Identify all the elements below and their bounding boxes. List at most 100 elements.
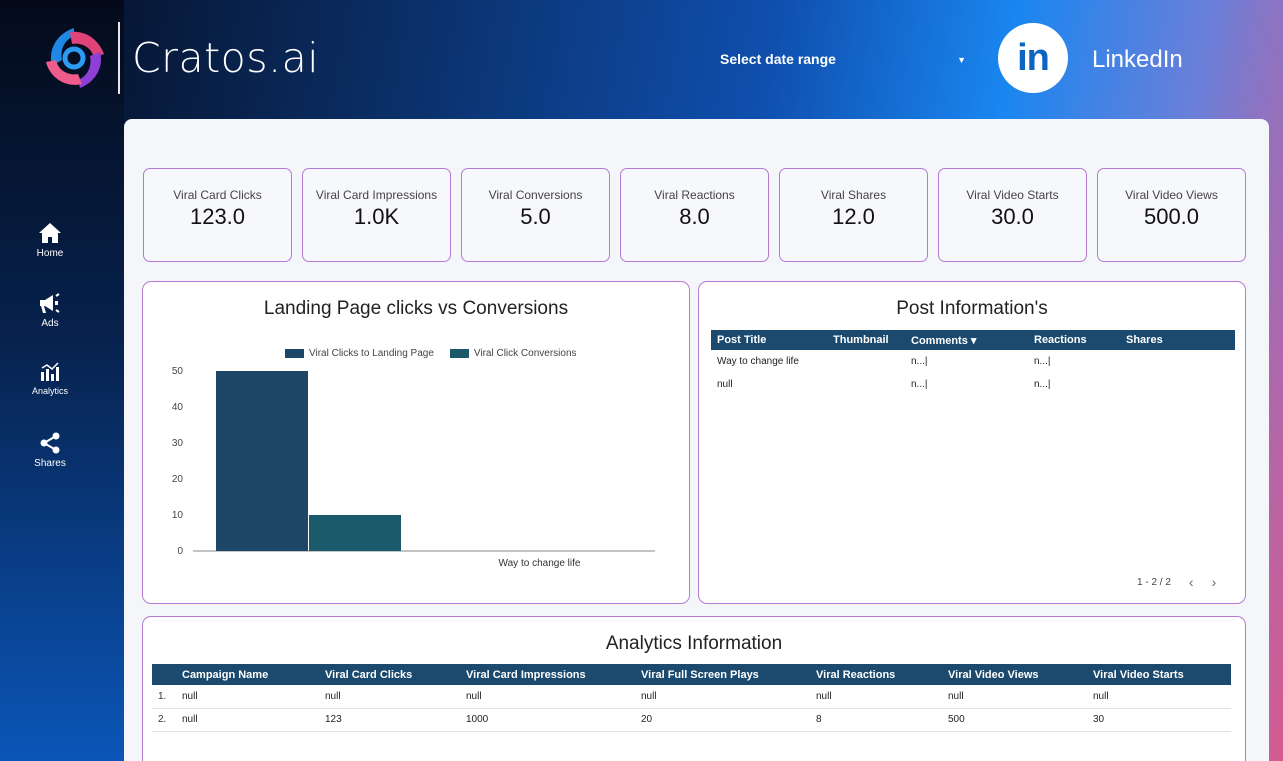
home-icon — [39, 223, 61, 243]
table-cell: n...| — [1034, 356, 1051, 367]
nav-item-shares[interactable]: Shares — [0, 432, 100, 469]
chart-legend: Viral Clicks to Landing Page Viral Click… — [285, 348, 577, 359]
table-cell: 8 — [810, 708, 942, 732]
table-cell: null — [176, 685, 319, 709]
table-cell: 20 — [635, 708, 810, 732]
nav-item-ads[interactable]: Ads — [0, 292, 100, 329]
date-range-label: Select date range — [720, 51, 836, 67]
kpi-card: Viral Video Starts 30.0 — [938, 168, 1087, 262]
chevron-down-icon: ▼ — [957, 55, 966, 65]
kpi-label: Viral Conversions — [488, 188, 583, 202]
chart-title: Landing Page clicks vs Conversions — [263, 298, 569, 319]
table-cell — [827, 373, 905, 396]
y-tick-label: 0 — [177, 546, 183, 557]
kpi-value: 500.0 — [1143, 204, 1200, 229]
table-row[interactable]: Way to change life n...| n...| — [711, 350, 1235, 373]
logo-divider — [118, 22, 120, 94]
kpi-label: Viral Reactions — [654, 188, 735, 202]
date-range-selector[interactable]: Select date range ▼ — [720, 48, 966, 70]
column-header[interactable]: Campaign Name — [176, 664, 319, 685]
table-cell: null — [319, 685, 460, 709]
analytics-title: Analytics Information — [605, 633, 783, 654]
cratos-logo-icon — [46, 28, 104, 88]
table-cell: null — [717, 379, 733, 390]
bar-viral-click-conversions — [309, 515, 401, 551]
kpi-card: Viral Card Clicks 123.0 — [143, 168, 292, 262]
table-cell: n...| — [911, 356, 928, 367]
table-cell: Way to change life — [717, 356, 799, 367]
column-header-label: Comments — [911, 334, 968, 347]
column-header — [152, 664, 176, 685]
kpi-card: Viral Card Impressions 1.0K — [302, 168, 451, 262]
kpi-label: Viral Video Starts — [966, 188, 1059, 202]
legend-swatch — [449, 349, 469, 358]
column-header[interactable]: Shares — [1120, 330, 1235, 350]
kpi-label: Viral Card Impressions — [315, 188, 438, 202]
legend-label: Viral Clicks to Landing Page — [309, 348, 434, 359]
brand-logo[interactable]: Cratos.ai — [40, 22, 319, 94]
kpi-value: 12.0 — [832, 204, 875, 229]
kpi-card: Viral Reactions 8.0 — [620, 168, 769, 262]
table-cell: null — [1087, 685, 1231, 709]
analytics-icon — [41, 362, 59, 381]
linkedin-logo: in — [998, 23, 1068, 93]
share-icon — [40, 432, 60, 454]
legend-item[interactable]: Viral Click Conversions — [449, 348, 577, 359]
kpi-card: Viral Video Views 500.0 — [1097, 168, 1246, 262]
table-row[interactable]: null n...| n...| — [711, 373, 1235, 396]
nav-label: Shares — [34, 458, 66, 469]
row-number: 2. — [152, 708, 176, 732]
kpi-value: 123.0 — [189, 204, 246, 229]
column-header[interactable]: Viral Reactions — [810, 664, 942, 685]
kpi-value: 30.0 — [991, 204, 1034, 229]
table-cell — [1120, 373, 1235, 396]
legend-item[interactable]: Viral Clicks to Landing Page — [285, 348, 434, 359]
table-cell: null — [635, 685, 810, 709]
table-cell: 1000 — [460, 708, 635, 732]
chevron-right-icon[interactable]: › — [1211, 574, 1217, 590]
sidebar-background — [0, 0, 124, 761]
chevron-left-icon[interactable]: ‹ — [1188, 574, 1194, 590]
pagination: 1 - 2 / 2 ‹ › — [1137, 574, 1216, 590]
nav-label: Ads — [41, 318, 59, 329]
y-tick-label: 10 — [172, 510, 184, 521]
kpi-label: Viral Card Clicks — [173, 188, 262, 202]
column-header[interactable]: Reactions — [1028, 330, 1120, 350]
legend-label: Viral Click Conversions — [473, 348, 577, 359]
legend-swatch — [285, 349, 304, 358]
column-header-sorted[interactable]: Comments ▾ — [905, 330, 1028, 350]
kpi-label: Viral Video Views — [1125, 188, 1218, 202]
table-cell — [827, 350, 905, 373]
table-cell: 123 — [319, 708, 460, 732]
sort-desc-icon: ▾ — [970, 334, 977, 347]
post-info-card: Post Information's Post Title Thumbnail … — [698, 281, 1246, 604]
table-cell: n...| — [911, 379, 928, 390]
column-header[interactable]: Viral Video Starts — [1087, 664, 1231, 685]
nav-label: Home — [36, 248, 64, 259]
kpi-card: Viral Shares 12.0 — [779, 168, 928, 262]
kpi-card: Viral Conversions 5.0 — [461, 168, 610, 262]
nav-item-home[interactable]: Home — [0, 222, 100, 259]
column-header[interactable]: Viral Card Impressions — [460, 664, 635, 685]
table-header-row: Post Title Thumbnail Comments ▾ Reaction… — [711, 330, 1235, 350]
table-cell — [1120, 350, 1235, 373]
kpi-value: 1.0K — [353, 204, 400, 229]
table-row[interactable]: 1. null null null null null null null — [152, 685, 1231, 709]
column-header[interactable]: Viral Video Views — [942, 664, 1087, 685]
x-tick-label: Way to change life — [499, 558, 581, 569]
column-header[interactable]: Viral Card Clicks — [319, 664, 460, 685]
column-header[interactable]: Post Title — [711, 330, 827, 350]
dashboard-panel: Viral Card Clicks 123.0 Viral Card Impre… — [124, 119, 1269, 761]
bar-chart: 0 10 20 30 40 50 Way to change life — [172, 366, 655, 569]
analytics-card: Analytics Information Campaign Name Vira… — [142, 616, 1246, 761]
megaphone-icon — [40, 293, 60, 313]
nav-item-analytics[interactable]: Analytics — [0, 362, 100, 396]
table-row[interactable]: 2. null 123 1000 20 8 500 30 — [152, 708, 1231, 732]
table-header-row: Campaign Name Viral Card Clicks Viral Ca… — [152, 664, 1231, 685]
column-header[interactable]: Thumbnail — [827, 330, 905, 350]
kpi-label: Viral Shares — [820, 188, 887, 202]
column-header[interactable]: Viral Full Screen Plays — [635, 664, 810, 685]
brand-name: Cratos.ai — [132, 34, 320, 82]
chart-card: Landing Page clicks vs Conversions Viral… — [142, 281, 690, 604]
table-cell: null — [176, 708, 319, 732]
